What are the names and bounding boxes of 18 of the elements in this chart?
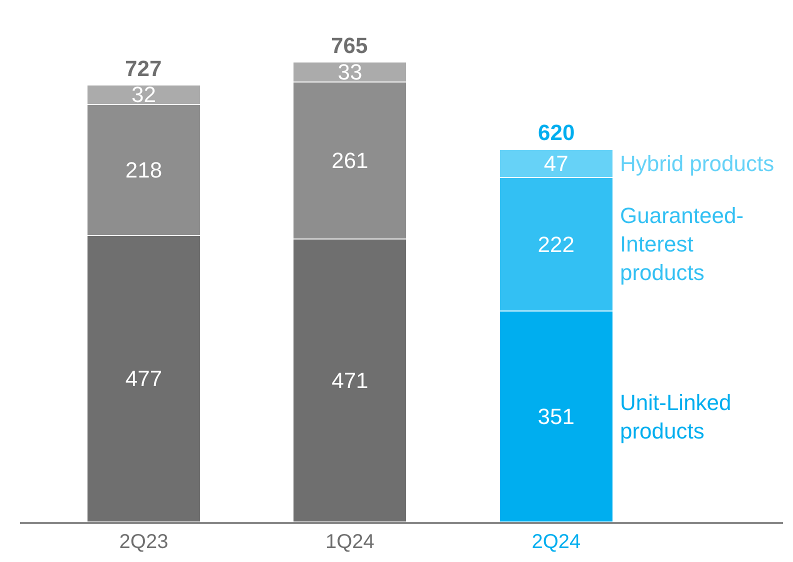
data-label: 33 — [338, 60, 362, 85]
data-label: 218 — [125, 157, 162, 182]
x-tick-label: 2Q23 — [119, 531, 168, 553]
data-label: 47 — [544, 150, 568, 176]
series-label: Unit-Linked products — [620, 390, 732, 444]
series-label: Guaranteed-Interest products — [620, 203, 744, 286]
data-label: 222 — [538, 232, 575, 257]
data-label: 32 — [131, 82, 156, 108]
total-label: 620 — [538, 120, 575, 145]
x-tick-label: 1Q24 — [325, 531, 374, 553]
x-tick-label: 2Q24 — [532, 531, 581, 553]
data-label: 261 — [332, 148, 368, 173]
series-label: Hybrid products — [620, 151, 774, 176]
data-label: 471 — [332, 368, 368, 393]
data-label: 351 — [538, 404, 575, 430]
total-label: 727 — [125, 56, 162, 81]
total-label: 765 — [331, 33, 368, 58]
data-label: 477 — [125, 366, 162, 392]
